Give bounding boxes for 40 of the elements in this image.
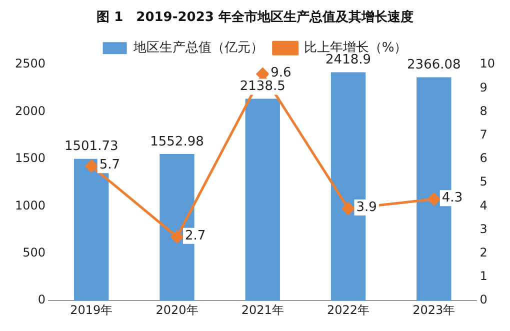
y2-tick-label: 5 [480, 174, 488, 189]
point [256, 68, 269, 80]
x-tick-label: 2023年 [412, 302, 456, 317]
y2-tick-label: 3 [480, 222, 488, 236]
data-label: 1552.98 [150, 134, 204, 150]
y2-tick-label: 6 [480, 151, 488, 166]
y2-tick-label: 8 [480, 104, 488, 118]
y-tick-label: 0 [38, 292, 46, 307]
y2-tick-label: 2 [480, 246, 488, 260]
data-label: 1501.73 [64, 139, 118, 154]
data-label: 2.7 [184, 228, 206, 244]
x-tick-label: 2022年 [327, 302, 370, 317]
x-tick-label: 2021年 [241, 302, 284, 317]
point [85, 160, 98, 172]
data-label: 2418.9 [326, 52, 372, 68]
legend-label: 地区生产总值（亿元） [132, 40, 264, 56]
y-tick-label: 2000 [14, 104, 46, 118]
y2-tick-label: 1 [480, 269, 488, 284]
data-label: 3.9 [356, 200, 377, 215]
y2-tick-label: 0 [480, 292, 488, 307]
y2-tick-label: 9 [480, 80, 488, 94]
bar [245, 98, 280, 301]
y-tick-label: 2500 [14, 56, 46, 71]
data-label: 2138.5 [240, 79, 286, 94]
point [342, 202, 355, 215]
y2-tick-label: 4 [480, 198, 488, 212]
point [428, 192, 440, 206]
data-label: 4.3 [442, 190, 463, 206]
y2-tick-label: 10 [480, 56, 496, 71]
x-tick-label: 2019年 [70, 302, 113, 317]
y2-tick-label: 7 [480, 128, 488, 142]
chart-title: 图 1 2019-2023 年全市地区生产总值及其增长速度 [96, 9, 414, 26]
data-label: 9.6 [270, 65, 292, 80]
data-label: 5.7 [99, 157, 120, 172]
point [170, 230, 184, 244]
y-tick-label: 1500 [14, 151, 46, 166]
y-tick-label: 1000 [14, 198, 46, 212]
data-label: 2366.08 [407, 58, 461, 73]
y-tick-label: 500 [22, 246, 46, 260]
x-tick-label: 2020年 [156, 302, 198, 317]
